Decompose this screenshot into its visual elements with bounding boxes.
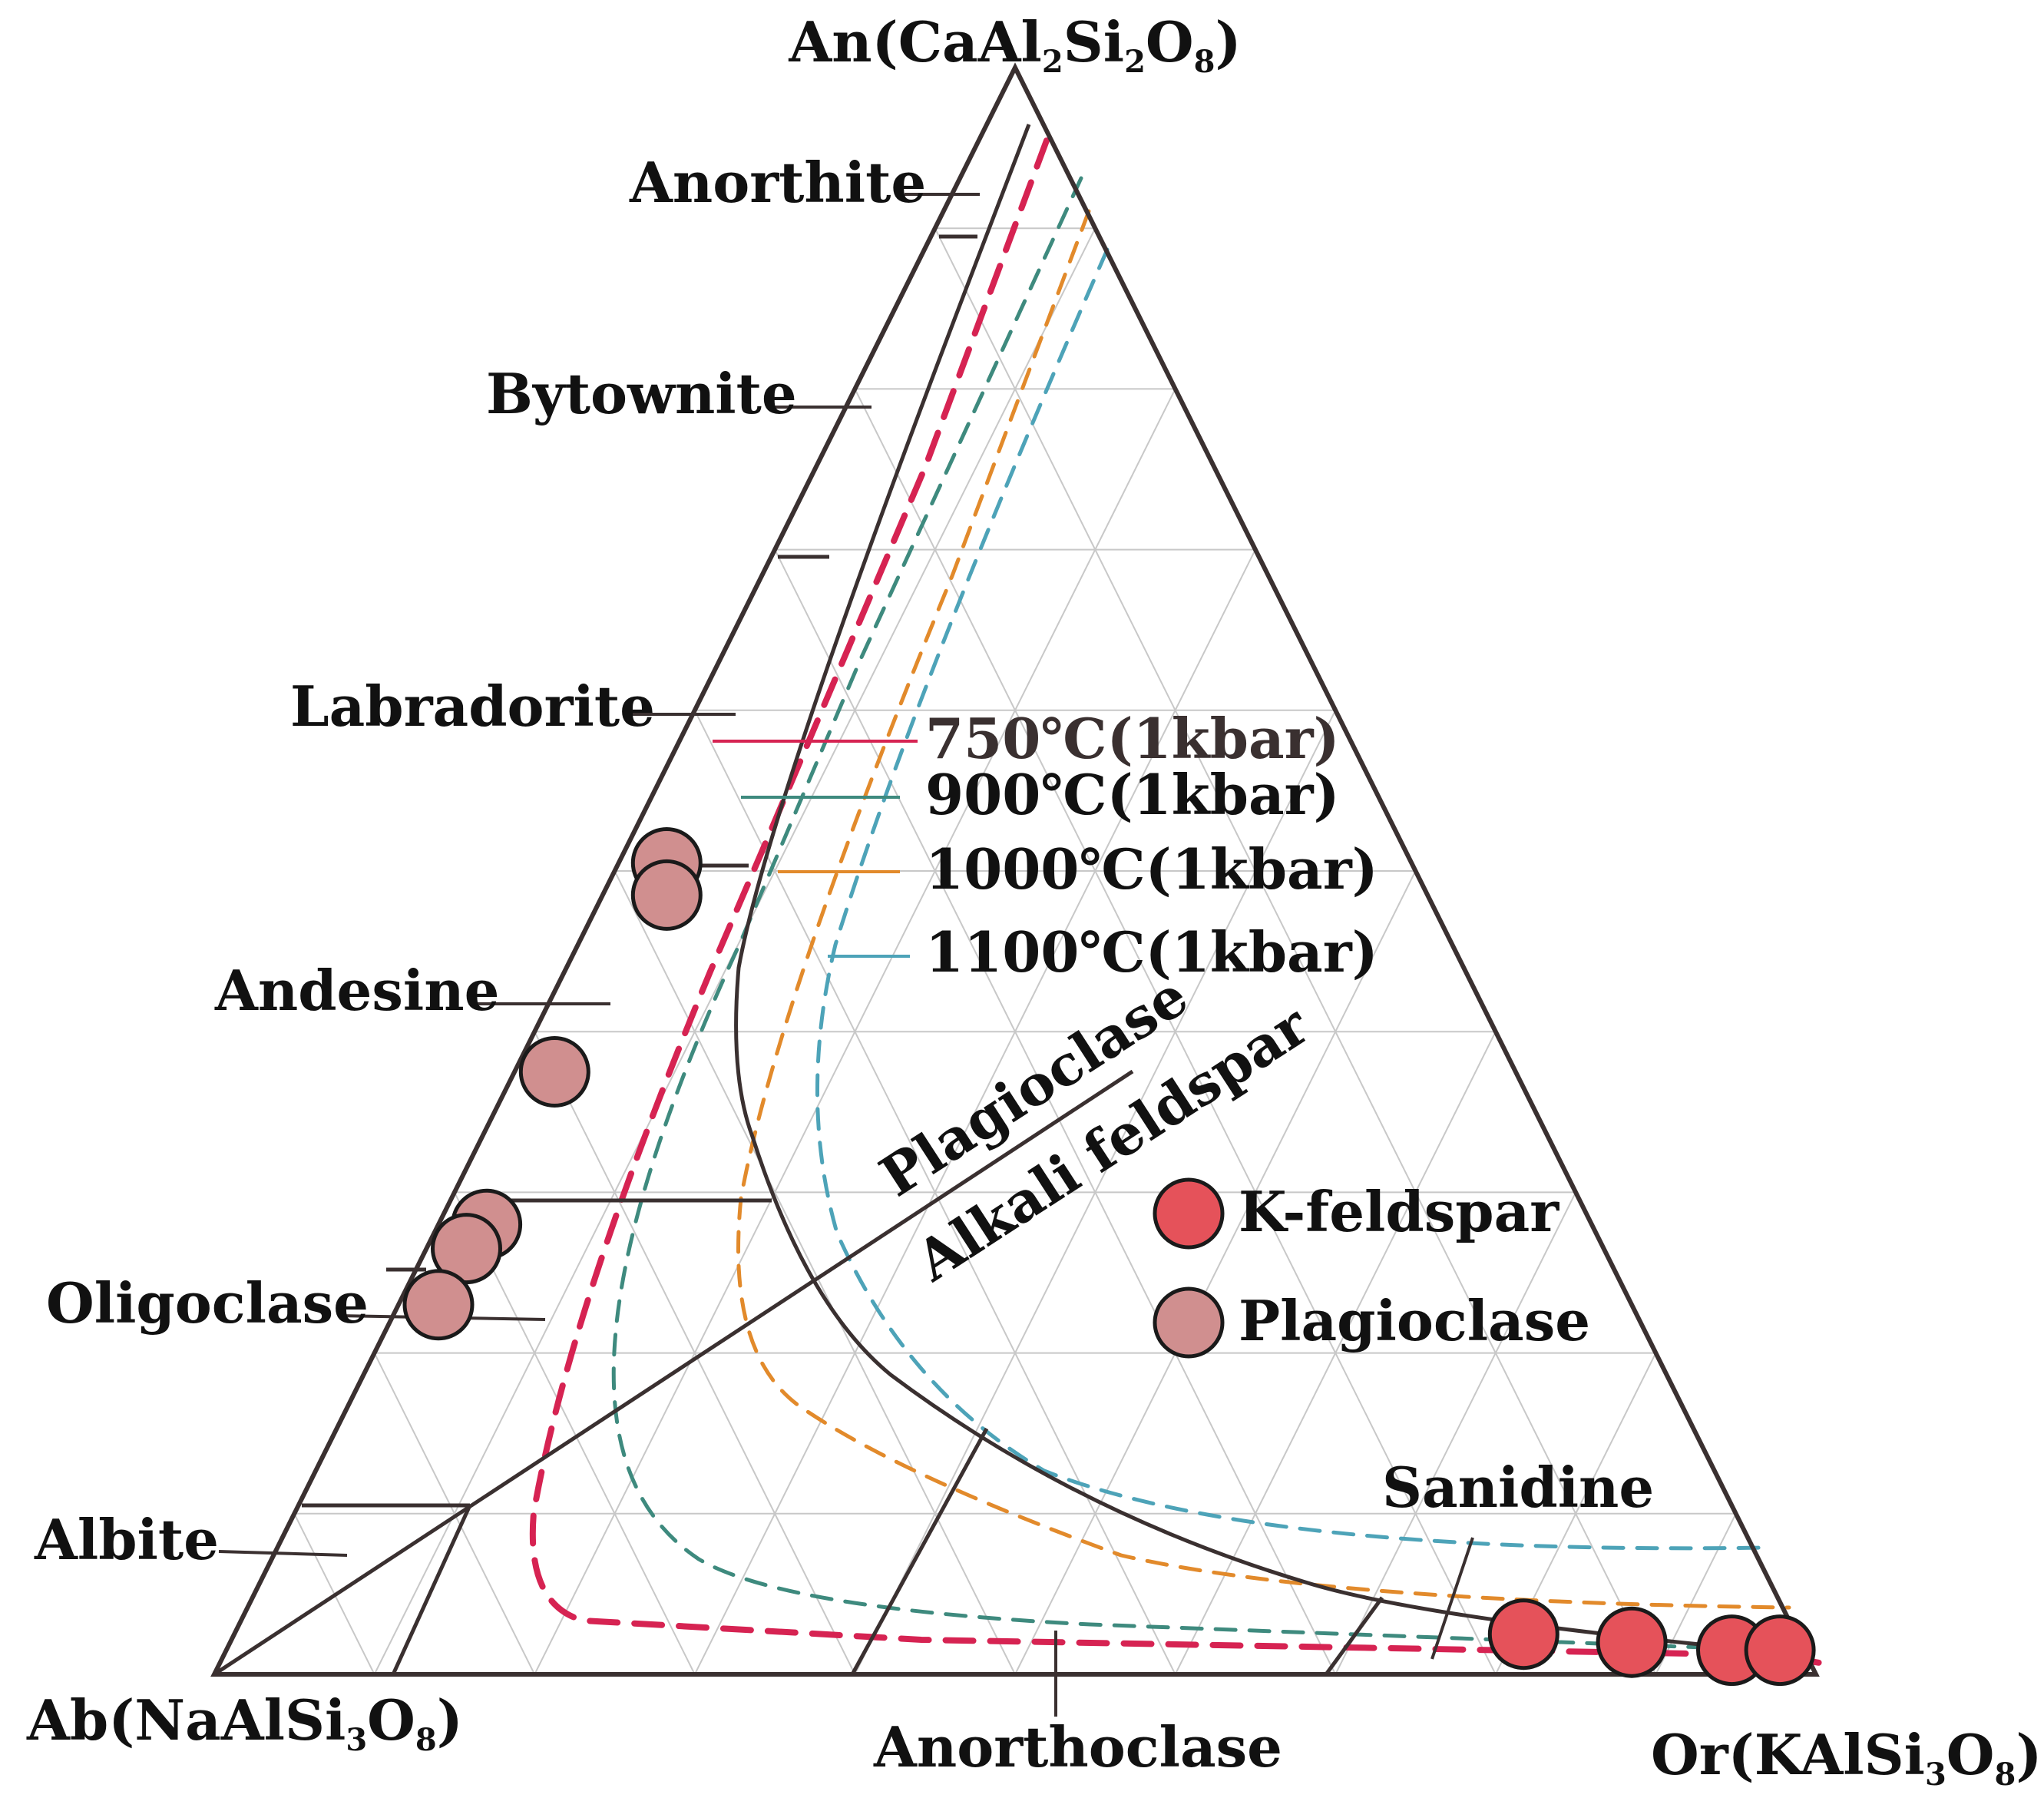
grid-line: [454, 1191, 696, 1675]
plagioclase-point-2: [630, 859, 703, 931]
isotherm-750-curve: [529, 137, 1823, 1666]
ternary-grid: [293, 227, 1737, 1675]
label-bytownite: Bytownite: [486, 361, 797, 426]
sanidine-leader: [1430, 1537, 1474, 1660]
field-boundaries: [213, 124, 1813, 1677]
anorthoclase-sanidine-boundary: [1324, 1596, 1384, 1676]
k-feldspar-point-1: [1487, 1598, 1559, 1671]
solvus-boundary: [734, 124, 1813, 1657]
grid-line: [934, 227, 1657, 1675]
grid-line: [614, 870, 1016, 1675]
grid-line: [373, 1353, 536, 1675]
vertex-label-ab: Ab(NaAlSi3O8): [26, 1687, 463, 1758]
plagioclase-point-3: [518, 1036, 590, 1108]
grid-line: [774, 549, 1337, 1675]
label-anorthoclase: Anorthoclase: [873, 1714, 1282, 1780]
plagioclase-point-5: [431, 1213, 502, 1285]
data-markers: [402, 827, 1816, 1687]
isotherm-1000-curve: [736, 209, 1791, 1610]
grid-line: [534, 1031, 856, 1675]
label-anorthite: Anorthite: [629, 150, 926, 215]
vertex-label-an: An(CaAl2Si2O8): [788, 9, 1241, 80]
plagioclase-alkali-divider: [213, 1069, 1134, 1677]
legend-swatch-k-feldspar: [1153, 1177, 1225, 1250]
plagioclase-point-6: [402, 1269, 475, 1341]
k-feldspar-point-2: [1596, 1606, 1668, 1678]
isotherm-900-curve: [611, 176, 1807, 1654]
ternary-frame: [210, 62, 1820, 1677]
isotherm-curves: [529, 137, 1823, 1666]
grid-line: [1174, 1031, 1497, 1675]
leader-lines: [218, 193, 1474, 1717]
legend-swatch-plagioclase: [1153, 1286, 1225, 1359]
albite-anorthoclase-boundary: [391, 1504, 472, 1676]
anorthoclase-divider-1: [850, 1427, 989, 1676]
label-sanidine: Sanidine: [1382, 1455, 1654, 1520]
label-labradorite: Labradorite: [290, 674, 655, 739]
label-albite: Albite: [34, 1507, 219, 1572]
legend: K-feldspar Plagioclase: [1153, 1177, 1590, 1359]
isotherm-label-750: 750℃(1kbar): [925, 706, 1340, 771]
k-feldspar-point-4: [1744, 1614, 1816, 1687]
isotherm-label-900: 900℃(1kbar): [925, 762, 1340, 827]
isotherm-label-1000: 1000℃(1kbar): [925, 836, 1378, 902]
grid-line: [1335, 1191, 1576, 1675]
isotherm-label-1100: 1100℃(1kbar): [925, 919, 1378, 985]
albite-leader: [218, 1550, 348, 1557]
legend-label-k-feldspar: K-feldspar: [1239, 1179, 1559, 1244]
legend-label-plagioclase: Plagioclase: [1239, 1288, 1590, 1353]
label-oligoclase: Oligoclase: [46, 1270, 369, 1336]
grid-line: [693, 549, 1256, 1675]
vertex-label-or: Or(KAlSi3O8): [1651, 1722, 2042, 1793]
isotherm-1100-curve: [815, 247, 1768, 1551]
label-andesine: Andesine: [214, 958, 499, 1023]
